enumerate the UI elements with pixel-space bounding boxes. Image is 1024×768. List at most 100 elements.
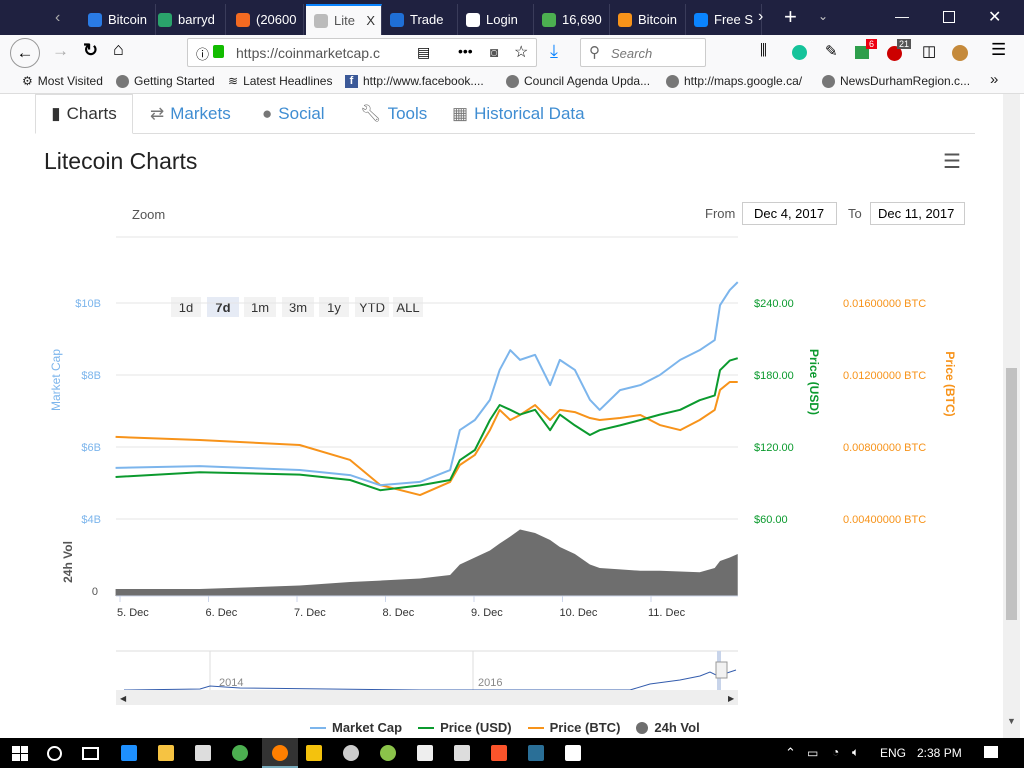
new-tab-button[interactable]: + xyxy=(784,4,797,29)
browser-tab[interactable]: Lite X xyxy=(306,4,382,35)
tab-label: Tools xyxy=(387,104,428,123)
mail-icon[interactable] xyxy=(417,745,433,761)
browser-tab[interactable]: barryd xyxy=(150,4,226,35)
to-date-input[interactable]: Dec 11, 2017 xyxy=(870,202,965,225)
clock[interactable]: 2:38 PM xyxy=(917,746,962,760)
bookmarks-overflow-button[interactable]: » xyxy=(990,71,999,88)
reader-view-icon[interactable]: ▤ xyxy=(417,44,431,60)
market-cap-tick: $8B xyxy=(81,370,101,382)
close-tab-icon[interactable]: X xyxy=(366,13,375,28)
app-icon[interactable] xyxy=(380,745,396,761)
chrome-icon[interactable] xyxy=(232,745,248,761)
legend-item[interactable]: Market Cap xyxy=(310,720,402,735)
tab-scroll-left-button[interactable]: ‹ xyxy=(55,9,61,26)
browser-tab[interactable]: Trade xyxy=(382,4,458,35)
search-input[interactable]: ⚲ Search xyxy=(580,38,706,67)
menu-icon[interactable]: ☰ xyxy=(991,40,1007,59)
reload-button[interactable]: ↻ xyxy=(83,40,99,60)
photos-icon[interactable] xyxy=(565,745,581,761)
minimize-button[interactable]: — xyxy=(895,8,909,24)
calculator-grid-icon[interactable] xyxy=(306,745,322,761)
legend-marker xyxy=(310,726,326,729)
legend-item[interactable]: Price (BTC) xyxy=(527,720,620,735)
legend-item[interactable]: Price (USD) xyxy=(418,720,512,735)
navigator-handle[interactable] xyxy=(715,661,728,679)
bookmark-item[interactable]: ≋ Latest Headlines xyxy=(228,74,332,88)
store-icon[interactable] xyxy=(195,745,211,761)
browser-tab[interactable]: Bitcoin xyxy=(80,4,156,35)
exchange-icon: ⇄ xyxy=(150,104,165,123)
tab-list-chevron-icon[interactable]: ⌄ xyxy=(818,9,829,23)
monkey-extension-icon[interactable] xyxy=(952,45,968,61)
browser-tab[interactable]: Free S xyxy=(686,4,762,35)
action-center-icon[interactable] xyxy=(984,746,998,758)
x-tick-label: 6. Dec xyxy=(206,607,238,619)
from-date-input[interactable]: Dec 4, 2017 xyxy=(742,202,837,225)
browser-tab[interactable]: 16,690 xyxy=(534,4,610,35)
forward-button[interactable]: → xyxy=(52,41,69,60)
url-bar[interactable]: ⓘ https://coinmarketcap.c ▤ ••• ◙ ☆ xyxy=(187,38,537,67)
firefox-taskbar-item[interactable] xyxy=(262,738,298,768)
tab-historical-data[interactable]: ▦ Historical Data xyxy=(452,94,585,134)
task-view-icon[interactable] xyxy=(82,747,99,760)
browser-tab[interactable]: Bitcoin xyxy=(610,4,686,35)
browser-tab[interactable]: (20600 xyxy=(228,4,304,35)
bookmark-item[interactable]: ⚙ Most Visited xyxy=(22,74,103,88)
wifi-icon[interactable]: ◔ xyxy=(832,745,840,759)
market-cap-tick: $4B xyxy=(81,514,101,526)
navigator-scrollbar[interactable] xyxy=(116,690,738,705)
download-icon[interactable]: ⤓ xyxy=(550,41,558,61)
chart-menu-icon[interactable]: ☰ xyxy=(943,151,961,173)
eyedropper-icon[interactable]: ✎ xyxy=(825,43,838,60)
library-icon[interactable]: ⫼ xyxy=(760,42,767,59)
bookmarks-toolbar: ⚙ Most Visited Getting Started ≋ Latest Head… xyxy=(0,70,1024,94)
bookmark-item[interactable]: Council Agenda Upda... xyxy=(506,74,650,88)
bookmark-item[interactable]: http://maps.google.ca/ xyxy=(666,74,802,88)
url-text[interactable]: https://coinmarketcap.c xyxy=(236,45,380,61)
usd-tick: $240.00 xyxy=(754,298,794,310)
tab-tools[interactable]: 🔧︎ Tools xyxy=(360,94,427,134)
start-button[interactable] xyxy=(12,746,28,761)
language-indicator[interactable]: ENG xyxy=(880,746,907,760)
app2-icon[interactable] xyxy=(528,745,544,761)
price-chart[interactable]: $4B $6B $8B $10B $60.00 $120.00 $180.00 $240.00… xyxy=(0,0,1003,738)
pocket-icon[interactable]: ◙ xyxy=(490,44,499,60)
edge-icon[interactable] xyxy=(121,745,137,761)
page-actions-icon[interactable]: ••• xyxy=(458,43,473,59)
tab-markets[interactable]: ⇄ Markets xyxy=(150,94,231,134)
volume-icon[interactable]: 🔈︎ xyxy=(852,745,860,759)
btc-tick: 0.01600000 BTC xyxy=(843,298,926,310)
tab-scroll-right-button[interactable]: › xyxy=(758,8,764,25)
gmail-extension-icon[interactable] xyxy=(855,46,869,59)
grammarly-icon[interactable] xyxy=(792,45,807,60)
bookmark-item[interactable]: Getting Started xyxy=(116,74,215,88)
brave-icon[interactable] xyxy=(491,745,507,761)
adblock-icon[interactable] xyxy=(887,46,902,61)
sidebar-icon[interactable]: ◫ xyxy=(922,43,937,60)
scrollbar-thumb[interactable] xyxy=(1006,368,1017,620)
bookmark-label: http://www.facebook.... xyxy=(363,74,484,88)
bookmark-item[interactable]: f http://www.facebook.... xyxy=(345,74,484,88)
page-scrollbar[interactable]: ▼ xyxy=(1003,94,1020,738)
file-explorer-icon[interactable] xyxy=(158,745,174,761)
calculator-icon[interactable] xyxy=(454,745,470,761)
page-content: ▮ Charts ⇄ Markets ● Social 🔧︎ Tools ▦ Histor… xyxy=(0,94,1003,738)
tray-overflow-icon[interactable]: ⌃ xyxy=(785,745,796,760)
bookmark-star-icon[interactable]: ☆ xyxy=(514,44,529,61)
battery-icon[interactable]: ▭ xyxy=(807,746,819,760)
bookmark-item[interactable]: NewsDurhamRegion.c... xyxy=(822,74,970,88)
tab-favicon-icon xyxy=(158,12,172,27)
paint-icon[interactable] xyxy=(343,745,359,761)
browser-tab[interactable]: Login xyxy=(458,4,534,35)
tab-charts[interactable]: ▮ Charts xyxy=(35,94,133,134)
legend-item[interactable]: 24h Vol xyxy=(636,720,700,735)
calendar-icon: ▦ xyxy=(452,104,469,123)
cortana-icon[interactable] xyxy=(47,746,62,761)
scroll-left-arrow-icon: ◀ xyxy=(120,694,127,703)
info-icon[interactable]: ⓘ xyxy=(196,47,210,62)
tab-social[interactable]: ● Social xyxy=(262,94,325,134)
close-window-button[interactable]: ✕ xyxy=(988,9,1002,26)
back-button[interactable]: ← xyxy=(10,38,40,68)
home-button[interactable]: ⌂ xyxy=(113,39,124,59)
maximize-button[interactable] xyxy=(943,11,955,23)
